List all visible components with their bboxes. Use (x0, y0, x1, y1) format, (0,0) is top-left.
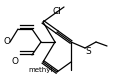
Text: Cl: Cl (53, 7, 61, 16)
Text: O: O (11, 58, 18, 66)
Text: S: S (85, 46, 91, 56)
Text: methyl: methyl (28, 67, 52, 73)
Text: O: O (3, 38, 10, 46)
